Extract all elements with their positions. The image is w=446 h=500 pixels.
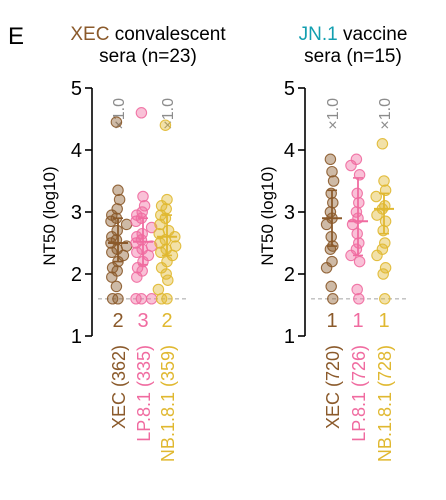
data-point [106,293,119,305]
data-point [345,159,357,172]
below-lod-count: 2 [161,310,172,332]
y-axis-label: NT50 (log10) [258,166,277,265]
data-point [138,200,151,212]
data-point [327,175,340,187]
y-tick-label: 3 [284,202,295,224]
y-tick-label: 2 [71,264,82,286]
data-point [145,221,158,234]
panel-letter: E [8,23,24,50]
fold-change-label: ×1.0 [111,98,128,130]
x-category-label: NB.1.8.1 (728) [375,345,395,462]
data-point [155,293,168,305]
data-point [110,280,123,293]
fold-change-label: ×1.0 [325,98,342,130]
data-point [135,107,148,119]
data-point [379,293,391,305]
x-category-label: LP.8.1 (335) [134,345,154,442]
below-lod-count: 1 [352,310,363,332]
data-point [371,209,383,221]
chart-title-rest: vaccine [338,24,408,45]
y-tick-label: 5 [284,78,295,100]
chart-title: XEC convalescent [70,24,226,45]
y-tick-label: 5 [71,78,82,100]
data-point [371,249,383,262]
chart-subtitle: sera (n=23) [99,46,197,67]
data-point [162,274,174,286]
data-point [324,153,337,166]
data-point [379,262,392,274]
y-axis-label: NT50 (log10) [40,166,59,265]
data-point [379,237,391,249]
chart-subtitle: sera (n=15) [304,46,402,67]
data-point [106,271,118,283]
data-point [159,119,172,131]
data-point [131,246,143,259]
data-point [112,184,124,197]
x-category-label: XEC (362) [109,345,129,429]
data-point [110,116,123,128]
data-point [137,190,149,203]
data-point [376,138,389,150]
data-point [377,268,389,280]
data-point [379,215,392,228]
data-point [320,218,333,231]
y-tick-label: 1 [284,326,295,348]
chart-title: JN.1 vaccine [299,24,408,45]
y-tick-label: 2 [284,264,295,286]
data-point [120,218,133,231]
y-tick-label: 4 [284,140,295,162]
data-point [130,293,142,305]
data-point [145,293,158,305]
data-point [131,271,143,283]
data-point [154,218,166,231]
data-point [353,255,366,268]
data-point [370,190,382,203]
data-point [326,165,338,178]
data-point [106,246,118,259]
below-lod-count: 1 [326,310,337,332]
data-point [351,283,363,296]
x-category-label: NB.1.8.1 (359) [158,345,178,462]
y-tick-label: 4 [71,140,82,162]
y-tick-label: 3 [71,202,82,224]
chart-title-highlight: XEC [70,24,109,45]
data-point [320,262,333,274]
below-lod-count: 3 [137,310,148,332]
chart-title-highlight: JN.1 [299,24,338,45]
fold-change-label: ×1.0 [160,98,177,130]
data-point [378,175,390,187]
data-point [327,293,339,305]
data-point [325,280,337,293]
chart-title-rest: convalescent [109,24,226,45]
fold-change-label: ×1.0 [377,98,394,130]
below-lod-count: 2 [112,310,123,332]
x-category-label: XEC (720) [323,345,343,429]
x-category-label: LP.8.1 (726) [349,345,369,442]
data-point [113,193,126,206]
y-tick-label: 1 [71,326,82,348]
data-point [353,293,365,305]
below-lod-count: 1 [378,310,389,332]
